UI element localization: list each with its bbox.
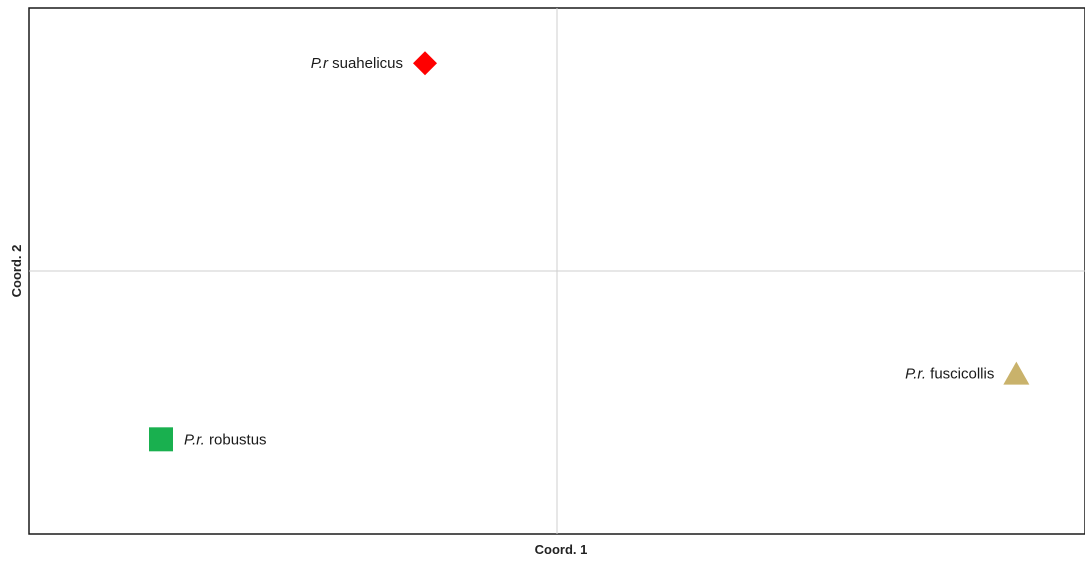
point-label-name: suahelicus: [328, 55, 403, 72]
point-label-name: fuscicollis: [926, 366, 994, 383]
point-marker-fuscicollis: [1003, 361, 1030, 385]
point-label-abbr: P.r.: [184, 431, 205, 448]
point-label-robustus: P.r. robustus: [184, 431, 267, 448]
point-marker-suahelicus: [413, 51, 437, 76]
y-axis-title: Coord. 2: [9, 245, 24, 298]
point-label-suahelicus: P.r suahelicus: [311, 55, 403, 72]
x-axis-title: Coord. 1: [535, 542, 588, 557]
point-label-abbr: P.r.: [905, 366, 926, 383]
point-label-name: robustus: [205, 431, 267, 448]
point-label-abbr: P.r: [311, 55, 329, 72]
point-label-fuscicollis: P.r. fuscicollis: [905, 366, 994, 383]
point-marker-robustus: [149, 427, 173, 452]
